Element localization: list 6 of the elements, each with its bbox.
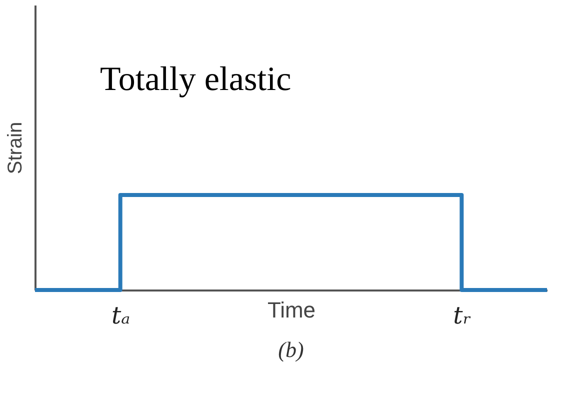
x-tick-label: tᵣ <box>453 302 472 330</box>
text: (b) <box>278 337 304 362</box>
text: Totally elastic <box>100 61 292 98</box>
x-tick-label: tₐ <box>112 302 130 330</box>
x-axis-title: Time <box>267 298 316 322</box>
y-axis-title: Strain <box>4 122 26 174</box>
